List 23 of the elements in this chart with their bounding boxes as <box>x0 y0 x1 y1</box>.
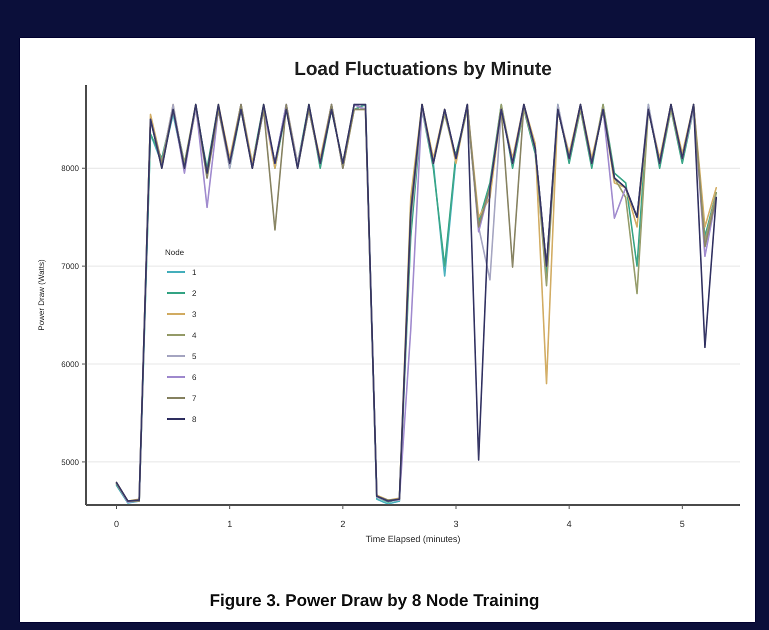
x-tick-label: 3 <box>453 519 459 529</box>
caption: Figure 3. Power Draw by 8 Node Training <box>210 591 540 610</box>
x-tick-label: 1 <box>227 519 232 529</box>
y-tick-label: 5000 <box>61 458 80 467</box>
chart-title: Load Fluctuations by Minute <box>294 59 552 80</box>
legend-title: Node <box>165 248 185 257</box>
legend-label: 5 <box>192 352 197 361</box>
x-tick-label: 2 <box>340 519 346 529</box>
y-tick-label: 6000 <box>61 360 80 370</box>
legend-label: 1 <box>192 268 197 277</box>
x-axis-title: Time Elapsed (minutes) <box>366 534 460 544</box>
legend-label: 7 <box>192 394 197 403</box>
legend-label: 6 <box>192 373 197 382</box>
legend-label: 3 <box>192 310 197 319</box>
x-tick-label: 4 <box>566 519 572 529</box>
y-axis-title: Power Draw (Watts) <box>37 259 46 331</box>
legend-label: 2 <box>192 289 197 298</box>
y-tick-label: 8000 <box>61 164 80 174</box>
x-tick-label: 5 <box>680 519 685 529</box>
legend-label: 4 <box>192 331 197 340</box>
y-tick-label: 7000 <box>61 262 80 272</box>
legend-label: 8 <box>192 415 197 424</box>
x-tick-label: 0 <box>114 519 120 529</box>
